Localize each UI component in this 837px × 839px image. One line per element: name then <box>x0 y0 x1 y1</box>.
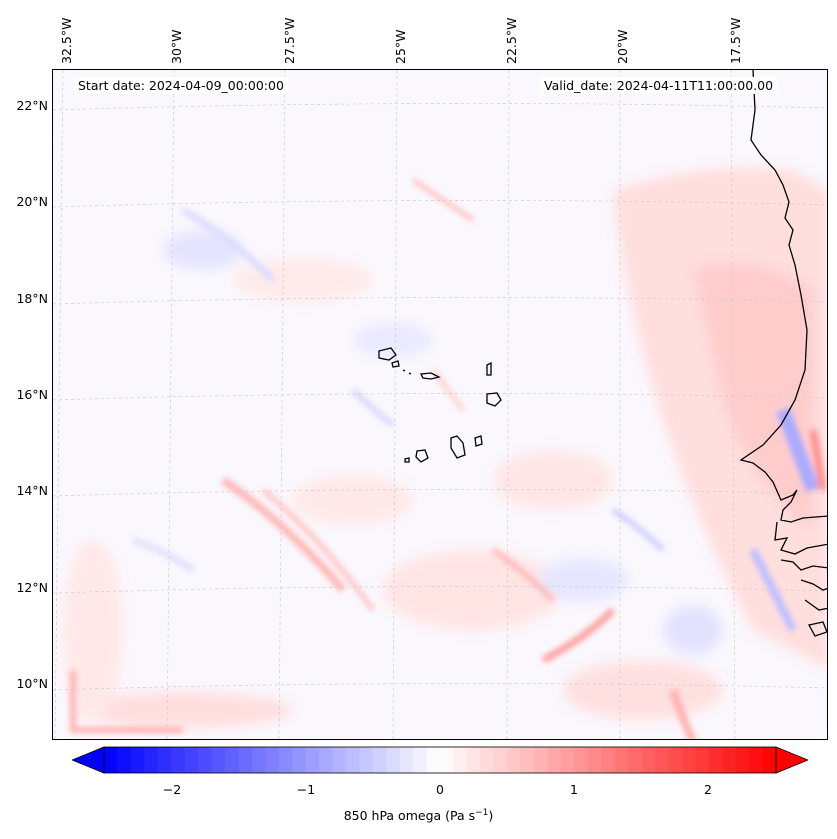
colorbar-cell <box>480 747 495 773</box>
colorbar-cell <box>292 747 307 773</box>
colorbar-cell <box>466 747 481 773</box>
colorbar-cell <box>265 747 280 773</box>
africa-coastline <box>739 70 827 523</box>
lon-label-32-5w: 32.5°W <box>59 17 74 64</box>
lat-label-14n: 14°N <box>16 483 48 498</box>
lat-label-10n: 10°N <box>16 676 48 691</box>
colorbar-cell <box>117 747 132 773</box>
colorbar-cell <box>413 747 428 773</box>
colorbar-cell <box>668 747 683 773</box>
lon-label-22-5w: 22.5°W <box>504 17 519 64</box>
colorbar-cell <box>681 747 696 773</box>
colorbar-cell <box>749 747 764 773</box>
maio <box>474 435 483 447</box>
colorbar-cell <box>211 747 226 773</box>
sao-nicolau <box>419 372 441 380</box>
santiago <box>450 435 466 459</box>
colorbar-cell <box>708 747 723 773</box>
colorbar-tick-minus1: −1 <box>296 782 316 797</box>
colorbar-cell <box>735 747 750 773</box>
colorbar-cell <box>399 747 414 773</box>
colorbar-cell <box>157 747 172 773</box>
map-panel[interactable] <box>52 69 828 740</box>
colorbar-cell <box>507 747 522 773</box>
omega-field-map <box>53 70 827 739</box>
colorbar-cell <box>762 747 777 773</box>
lat-label-16n: 16°N <box>16 387 48 402</box>
colorbar-cell <box>319 747 334 773</box>
colorbar-cell <box>345 747 360 773</box>
colorbar-cell <box>641 747 656 773</box>
sal <box>486 361 492 376</box>
colorbar-cell <box>547 747 562 773</box>
lat-label-22n: 22°N <box>16 98 48 113</box>
lon-label-20w: 20°W <box>615 29 630 64</box>
colorbar-max-extend <box>775 746 808 774</box>
boa-vista <box>486 392 502 407</box>
colorbar-cells <box>104 747 777 773</box>
lat-label-20n: 20°N <box>16 194 48 209</box>
colorbar-cell <box>628 747 643 773</box>
start-date-label: Start date: 2024-04-09_00:00:00 <box>74 77 288 94</box>
colorbar-cell <box>171 747 186 773</box>
colorbar-min-extend <box>72 746 105 774</box>
colorbar-cell <box>198 747 213 773</box>
colorbar-cell <box>440 747 455 773</box>
colorbar-cell <box>601 747 616 773</box>
colorbar-cell <box>534 747 549 773</box>
colorbar-cell <box>520 747 535 773</box>
colorbar-cell <box>372 747 387 773</box>
colorbar-cell <box>224 747 239 773</box>
colorbar-cell <box>614 747 629 773</box>
lon-label-30w: 30°W <box>169 29 184 64</box>
colorbar-cell <box>655 747 670 773</box>
colorbar-cell <box>574 747 589 773</box>
lon-label-17-5w: 17.5°W <box>728 17 743 64</box>
graticule <box>53 70 827 739</box>
sao-vicente <box>391 360 400 368</box>
colorbar-cell <box>722 747 737 773</box>
colorbar-cell <box>386 747 401 773</box>
coastlines <box>378 70 827 637</box>
colorbar-tick-1: 1 <box>570 782 578 797</box>
colorbar-tick-minus2: −2 <box>162 782 182 797</box>
colorbar-tick-0: 0 <box>436 782 444 797</box>
colorbar-cell <box>587 747 602 773</box>
colorbar-cell <box>144 747 159 773</box>
colorbar-cell <box>104 747 119 773</box>
colorbar-cell <box>251 747 266 773</box>
colorbar-cell <box>278 747 293 773</box>
santo-antao <box>378 347 397 361</box>
lon-label-27-5w: 27.5°W <box>282 17 297 64</box>
colorbar-cell <box>359 747 374 773</box>
lat-label-18n: 18°N <box>16 291 48 306</box>
fogo <box>415 449 429 463</box>
colorbar-tick-2: 2 <box>704 782 712 797</box>
colorbar-cell <box>184 747 199 773</box>
colorbar-cell <box>695 747 710 773</box>
lat-label-12n: 12°N <box>16 580 48 595</box>
colorbar-cell <box>560 747 575 773</box>
colorbar-cell <box>305 747 320 773</box>
colorbar-outline <box>103 746 777 774</box>
colorbar-cell <box>130 747 145 773</box>
colorbar-cell <box>453 747 468 773</box>
colorbar-cell <box>493 747 508 773</box>
colorbar-cell <box>426 747 441 773</box>
colorbar-cell <box>238 747 253 773</box>
valid-date-label: Valid_date: 2024-04-11T11:00:00.00 <box>540 77 778 94</box>
lon-label-25w: 25°W <box>393 29 408 64</box>
colorbar-label: 850 hPa omega (Pa s−1) <box>343 808 494 824</box>
colorbar <box>72 746 808 774</box>
omega-shading <box>53 70 827 739</box>
omega-streaks <box>70 177 827 739</box>
colorbar-cell <box>332 747 347 773</box>
